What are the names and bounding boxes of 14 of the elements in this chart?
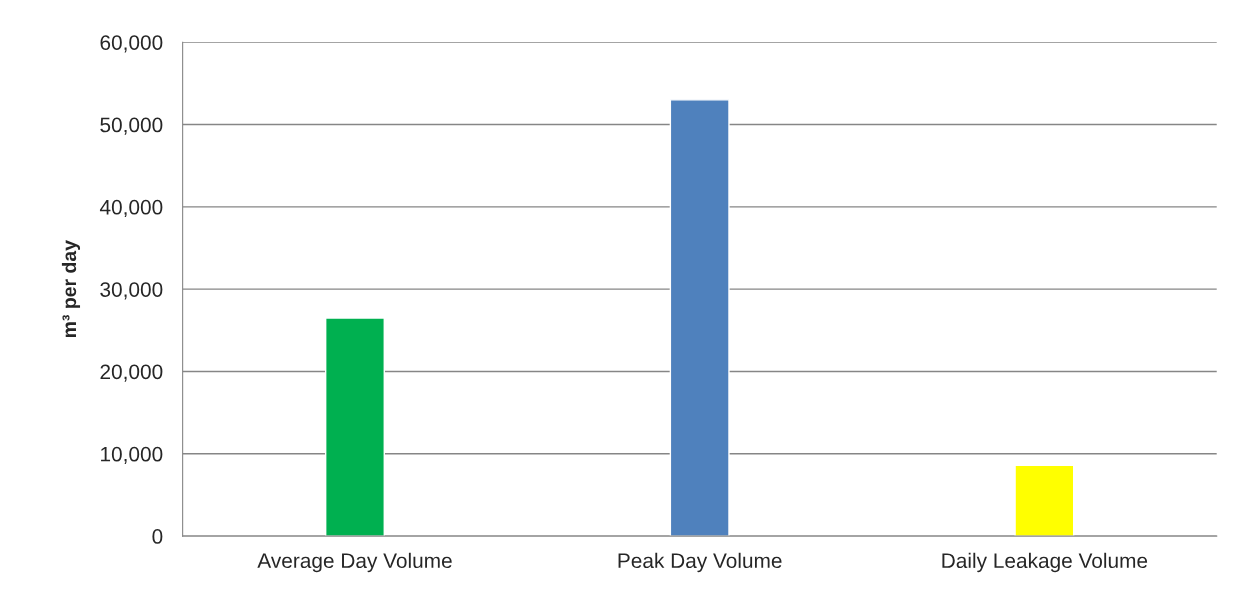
- x-tick-label: Average Day Volume: [257, 552, 452, 573]
- y-tick-label: 60,000: [100, 35, 163, 53]
- bar: [1014, 464, 1075, 537]
- y-tick-label: 20,000: [100, 364, 163, 382]
- x-tick-label: Peak Day Volume: [618, 552, 782, 573]
- bar: [324, 317, 385, 537]
- x-tick-label: Daily Leakage Volume: [942, 552, 1148, 573]
- y-tick-label: 10,000: [101, 446, 163, 464]
- y-tick-label: 0: [152, 529, 163, 544]
- y-tick-label: 50,000: [100, 117, 163, 135]
- y-tick-label: 30,000: [100, 282, 163, 300]
- y-tick-label: 40,000: [99, 199, 163, 218]
- bar: [669, 99, 730, 537]
- y-axis-title: m³ per day: [61, 240, 81, 338]
